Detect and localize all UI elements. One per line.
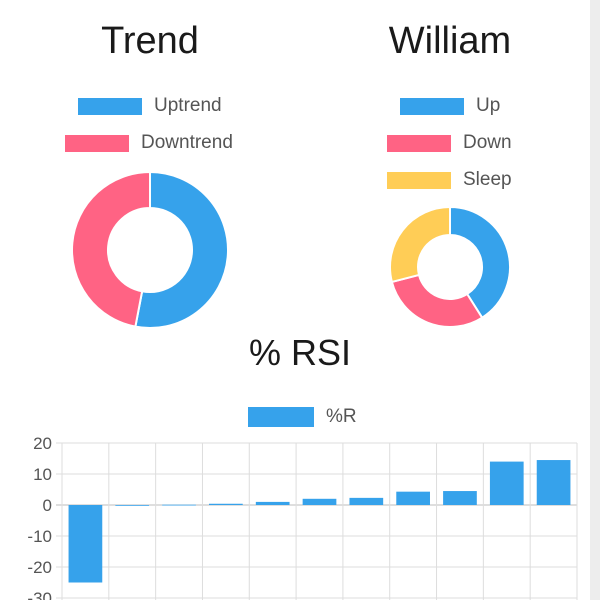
uptrend-swatch (78, 97, 142, 115)
trend-chart-title: Trend (101, 20, 199, 62)
y-tick-label: -30 (27, 589, 52, 600)
rsi-legend-r[interactable]: %R (248, 406, 357, 428)
sleep-swatch (387, 171, 451, 189)
slice-up[interactable] (449, 205, 511, 320)
down-swatch (387, 134, 451, 152)
bar[interactable] (115, 505, 150, 506)
up-swatch (400, 97, 464, 115)
sleep-label: Sleep (463, 169, 512, 190)
rsi-bar-chart: 20 10 0 -10 -20 -30 (27, 434, 578, 600)
bar[interactable] (396, 491, 430, 505)
slice-downtrend[interactable] (71, 170, 151, 328)
r-label: %R (326, 406, 357, 427)
scroll-edge (590, 0, 600, 600)
y-tick-label: 20 (33, 434, 52, 453)
trend-doughnut-chart (71, 170, 230, 329)
rsi-chart-title: % RSI (248, 332, 352, 373)
william-chart-title: William (388, 20, 512, 62)
y-tick-label: -10 (27, 527, 52, 546)
slice-uptrend[interactable] (134, 170, 230, 329)
slice-down[interactable] (390, 273, 484, 328)
bar[interactable] (443, 491, 477, 505)
trend-legend-downtrend[interactable]: Downtrend (65, 132, 233, 154)
downtrend-label: Downtrend (141, 132, 233, 153)
william-legend-down[interactable]: Down (387, 132, 512, 154)
downtrend-swatch (65, 134, 129, 152)
bar[interactable] (209, 503, 243, 505)
bar[interactable] (536, 460, 571, 505)
down-label: Down (463, 132, 512, 153)
y-tick-label: 0 (43, 496, 52, 515)
y-tick-label: -20 (27, 558, 52, 577)
bar[interactable] (68, 505, 103, 583)
slice-sleep[interactable] (389, 205, 451, 284)
bar[interactable] (162, 504, 196, 506)
bar[interactable] (489, 461, 524, 505)
william-legend-sleep[interactable]: Sleep (387, 169, 512, 191)
y-tick-label: 10 (33, 465, 52, 484)
bar[interactable] (349, 497, 384, 505)
trend-legend-uptrend[interactable]: Uptrend (78, 95, 222, 117)
r-swatch (248, 407, 314, 427)
uptrend-label: Uptrend (154, 95, 222, 116)
up-label: Up (476, 95, 501, 116)
william-doughnut-chart (389, 205, 511, 328)
bar[interactable] (302, 498, 337, 505)
william-legend-up[interactable]: Up (400, 95, 500, 117)
bar[interactable] (255, 501, 290, 505)
